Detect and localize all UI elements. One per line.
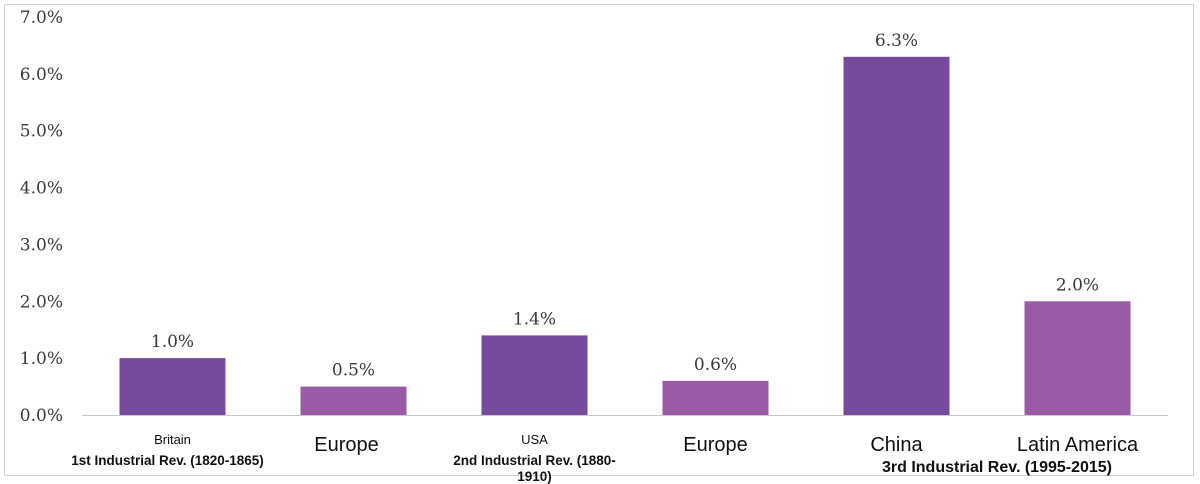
category-label: Europe	[683, 434, 748, 456]
bar-britain	[119, 358, 226, 415]
category-label: China	[870, 434, 923, 456]
bars-group	[119, 56, 1131, 416]
bar-china	[843, 56, 950, 416]
group-labels: 1st Industrial Rev. (1820-1865) 2nd Indus…	[71, 453, 1112, 484]
category-label: Britain	[154, 432, 191, 447]
data-labels: 1.0% 0.5% 1.4% 0.6% 6.3% 2.0%	[151, 31, 1099, 381]
y-tick-label: 4.0%	[20, 179, 63, 199]
data-label: 6.3%	[875, 31, 918, 51]
y-tick-label: 7.0%	[20, 8, 63, 28]
category-label: USA	[521, 432, 548, 447]
group-label: 3rd Industrial Rev. (1995-2015)	[882, 459, 1112, 476]
y-axis: 0.0% 1.0% 2.0% 3.0% 4.0% 5.0% 6.0% 7.0%	[20, 8, 63, 426]
data-label: 0.6%	[694, 355, 737, 375]
bar-europe	[300, 386, 407, 415]
category-label: Europe	[314, 434, 379, 456]
data-label: 1.4%	[513, 309, 556, 329]
y-tick-label: 3.0%	[20, 235, 63, 255]
group-label: 2nd Industrial Rev. (1880-1910)	[453, 453, 616, 484]
y-tick-label: 2.0%	[20, 292, 63, 312]
y-tick-label: 5.0%	[20, 122, 63, 142]
group-label: 1st Industrial Rev. (1820-1865)	[71, 453, 264, 468]
bar-latin-america	[1024, 301, 1131, 415]
category-labels: Britain Europe USA Europe China Latin America	[154, 432, 1139, 456]
data-label: 1.0%	[151, 332, 194, 352]
y-tick-label: 1.0%	[20, 349, 63, 369]
bar-usa	[481, 335, 588, 415]
y-tick-label: 6.0%	[20, 65, 63, 85]
y-tick-label: 0.0%	[20, 406, 63, 426]
data-label: 0.5%	[332, 361, 375, 381]
data-label: 2.0%	[1056, 275, 1099, 295]
bar-europe	[662, 380, 769, 415]
category-label: Latin America	[1017, 434, 1139, 456]
